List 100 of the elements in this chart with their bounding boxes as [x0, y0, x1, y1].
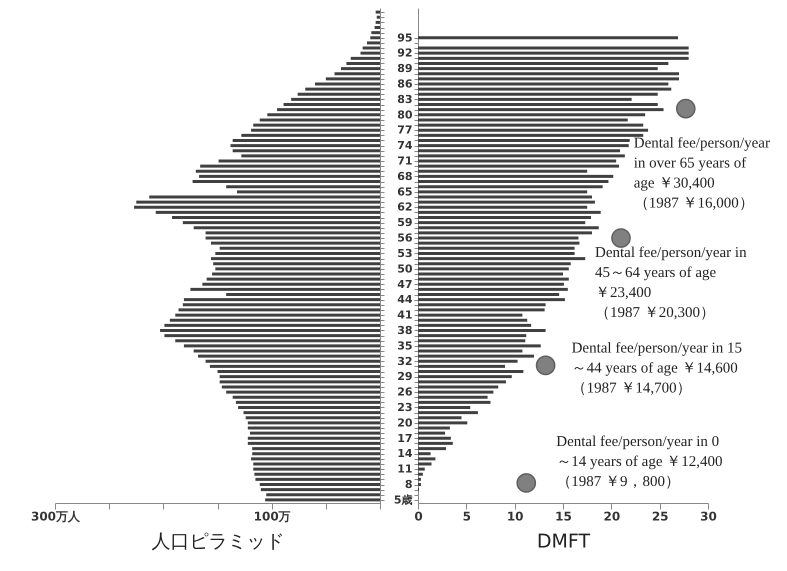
bar — [418, 380, 506, 384]
y-tick-label: 71 — [397, 154, 412, 168]
bar — [196, 170, 380, 173]
bar — [248, 442, 380, 445]
bar — [172, 216, 380, 219]
x-tick-label: 10 — [506, 510, 524, 524]
bar — [418, 375, 512, 378]
y-tick-label: 86 — [397, 77, 413, 90]
bar — [418, 339, 526, 342]
bar — [252, 452, 380, 456]
bar — [194, 226, 380, 230]
bar — [418, 278, 569, 281]
bar — [212, 272, 380, 276]
y-tick-label: 53 — [397, 246, 412, 260]
bar — [253, 462, 380, 466]
bar — [418, 400, 490, 404]
bar — [418, 360, 518, 363]
bar — [232, 149, 380, 152]
bar — [206, 231, 380, 234]
bar — [255, 478, 380, 481]
bar — [260, 483, 380, 486]
bar — [418, 262, 571, 266]
bar — [418, 82, 668, 86]
bar — [248, 436, 380, 440]
bar — [210, 364, 380, 368]
bar — [418, 134, 644, 137]
bar — [134, 206, 380, 209]
bar — [206, 360, 380, 363]
bar — [198, 354, 380, 358]
bar — [418, 200, 595, 204]
bar — [220, 246, 380, 250]
bar — [418, 396, 488, 399]
bar — [418, 190, 588, 194]
bar — [418, 288, 568, 291]
bar — [418, 370, 524, 374]
bar — [149, 195, 380, 198]
y-tick-label: 20 — [397, 416, 413, 430]
x-tick-label: 20 — [603, 510, 620, 524]
bar — [418, 246, 575, 250]
bar — [164, 324, 380, 327]
x-tick-label: 300万人 — [30, 510, 82, 524]
bar — [418, 257, 586, 260]
bar — [291, 98, 380, 101]
bar — [418, 185, 603, 188]
bar — [418, 108, 664, 112]
bar — [418, 113, 646, 116]
y-tick-label: 83 — [397, 92, 412, 106]
bar — [418, 344, 541, 348]
bar — [418, 406, 470, 409]
bar — [418, 478, 421, 481]
bar — [376, 16, 380, 19]
annotation: Dental fee/person/year in over 65 years of age ￥30,400 （1987 ￥16,000） — [634, 136, 770, 212]
bar — [248, 426, 380, 430]
x-tick-label: 0 — [414, 510, 423, 524]
bar — [418, 144, 629, 148]
bar — [326, 77, 380, 80]
bar — [376, 20, 380, 24]
bar — [418, 36, 678, 40]
y-tick-label: 80 — [397, 108, 413, 122]
bar — [418, 88, 672, 91]
bar — [241, 134, 380, 137]
bar — [175, 314, 380, 317]
x-tick-label: 30 — [700, 510, 717, 524]
bar — [350, 56, 380, 60]
x-tick-label: 5 — [462, 510, 472, 524]
bar — [298, 92, 380, 96]
bar — [192, 180, 380, 184]
bar — [418, 385, 498, 388]
bar — [374, 26, 380, 30]
bar — [418, 468, 425, 471]
bar — [341, 67, 380, 70]
bar — [267, 113, 380, 116]
bar — [418, 462, 432, 466]
y-tick-label: 26 — [397, 386, 413, 399]
bar — [418, 154, 625, 158]
bar — [371, 31, 380, 34]
bar — [418, 411, 478, 414]
bar — [190, 288, 380, 291]
bar — [241, 154, 380, 158]
bar — [220, 380, 380, 384]
bar — [182, 221, 380, 224]
bar — [418, 328, 546, 332]
y-tick-label: 38 — [397, 324, 412, 337]
bar — [418, 98, 632, 101]
bar — [226, 185, 380, 188]
bar — [367, 41, 380, 44]
bar — [251, 457, 380, 460]
bar — [418, 416, 462, 420]
bar — [418, 170, 588, 173]
x-axis-title: DMFT — [536, 530, 590, 552]
bar — [160, 328, 380, 332]
bar — [418, 442, 453, 445]
bar — [222, 385, 380, 388]
bar — [418, 472, 423, 476]
y-tick-label: 68 — [397, 170, 412, 183]
bar — [236, 400, 380, 404]
bar — [260, 488, 380, 492]
bar — [277, 108, 380, 112]
bar — [418, 206, 588, 209]
bar — [376, 10, 380, 14]
